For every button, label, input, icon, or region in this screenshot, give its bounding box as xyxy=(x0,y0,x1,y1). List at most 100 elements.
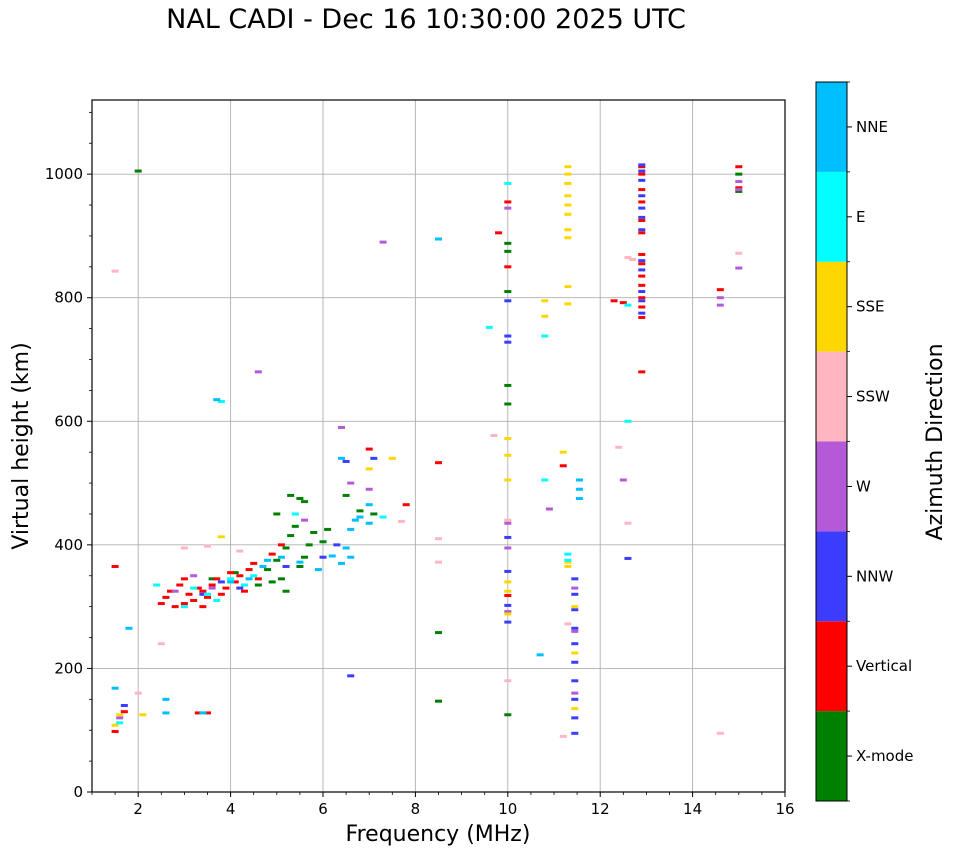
y-axis-ticks: 0 200 400 600 800 1000 xyxy=(45,111,92,801)
echo-point xyxy=(301,518,309,522)
echo-point xyxy=(180,546,188,550)
echo-point xyxy=(638,169,646,173)
echo-point xyxy=(564,181,572,185)
echo-point xyxy=(564,558,572,562)
echo-point xyxy=(356,515,364,519)
echo-point xyxy=(176,583,184,587)
echo-point xyxy=(194,711,202,715)
echo-point xyxy=(571,642,579,646)
echo-point xyxy=(571,731,579,735)
y-tick-label: 0 xyxy=(73,783,83,801)
echo-point xyxy=(564,212,572,216)
echo-point xyxy=(111,686,119,690)
echo-point xyxy=(342,546,350,550)
echo-point xyxy=(231,571,239,575)
grid-lines xyxy=(92,100,785,792)
x-tick-label: 14 xyxy=(683,800,702,818)
echo-point xyxy=(541,299,549,303)
echo-point xyxy=(559,450,567,454)
echo-point xyxy=(282,546,290,550)
echo-point xyxy=(536,653,544,657)
echo-point xyxy=(735,188,743,192)
echo-point xyxy=(199,605,207,609)
echo-point xyxy=(337,425,345,429)
echo-point xyxy=(571,707,579,711)
echo-point xyxy=(571,629,579,633)
echo-point xyxy=(735,186,743,190)
echo-point xyxy=(134,691,142,695)
echo-point xyxy=(638,305,646,309)
echo-point xyxy=(301,500,309,504)
echo-point xyxy=(504,200,512,204)
echo-point xyxy=(504,437,512,441)
echo-point xyxy=(504,679,512,683)
echo-point xyxy=(638,296,646,300)
echo-point xyxy=(435,461,442,465)
echo-point xyxy=(638,231,646,235)
echo-point xyxy=(190,586,198,590)
echo-point xyxy=(287,534,295,538)
echo-point xyxy=(245,568,253,572)
echo-point xyxy=(504,249,512,253)
echo-point xyxy=(213,577,221,581)
echo-point xyxy=(365,487,373,491)
colorbar-tick-label: NNW xyxy=(856,567,893,585)
echo-point xyxy=(301,555,309,559)
echo-point xyxy=(116,721,124,725)
echo-point xyxy=(217,400,225,404)
echo-point xyxy=(208,577,216,581)
echo-point xyxy=(638,165,646,169)
echo-point xyxy=(153,583,161,587)
echo-point xyxy=(250,561,258,565)
echo-point xyxy=(435,631,442,635)
echo-point xyxy=(629,257,637,261)
echo-point xyxy=(575,497,583,501)
echo-point xyxy=(504,518,512,522)
echo-point xyxy=(180,605,188,609)
echo-point xyxy=(305,543,313,547)
echo-point xyxy=(638,178,646,182)
chart-title: NAL CADI - Dec 16 10:30:00 2025 UTC xyxy=(166,4,686,35)
echo-point xyxy=(638,218,646,222)
colorbar-tick-label: E xyxy=(856,208,865,226)
echo-point xyxy=(116,716,124,720)
echo-point xyxy=(545,507,553,511)
echo-point xyxy=(273,558,281,562)
echo-point xyxy=(347,555,355,559)
echo-point xyxy=(236,574,244,578)
echo-point xyxy=(199,589,207,593)
echo-point xyxy=(208,583,216,587)
x-tick-label: 16 xyxy=(775,800,794,818)
echo-point xyxy=(213,398,221,402)
echo-point xyxy=(615,445,623,449)
echo-point xyxy=(638,311,646,315)
colorbar-segment xyxy=(816,621,847,712)
y-tick-label: 200 xyxy=(54,659,83,677)
echo-point xyxy=(296,560,304,564)
echo-point xyxy=(245,577,253,581)
echo-point xyxy=(564,194,572,198)
y-axis-label: Virtual height (km) xyxy=(9,342,34,549)
echo-point xyxy=(204,544,211,548)
echo-point xyxy=(111,269,119,273)
echo-point xyxy=(504,546,512,550)
echo-point xyxy=(638,163,646,167)
colorbar-segment xyxy=(816,171,847,262)
echo-point xyxy=(610,299,618,303)
x-tick-label: 4 xyxy=(226,800,236,818)
echo-point xyxy=(504,478,512,482)
echo-point xyxy=(490,433,498,437)
echo-point xyxy=(402,503,410,507)
echo-point xyxy=(435,560,442,564)
echo-point xyxy=(217,535,225,539)
echo-point xyxy=(504,299,512,303)
echo-point xyxy=(435,537,442,541)
echo-point xyxy=(254,370,262,374)
echo-point xyxy=(227,577,235,581)
echo-point xyxy=(264,568,272,572)
echo-point xyxy=(217,580,225,584)
echo-point xyxy=(342,459,350,463)
echo-point xyxy=(282,564,290,568)
echo-point xyxy=(296,497,304,501)
echo-point xyxy=(504,603,512,607)
